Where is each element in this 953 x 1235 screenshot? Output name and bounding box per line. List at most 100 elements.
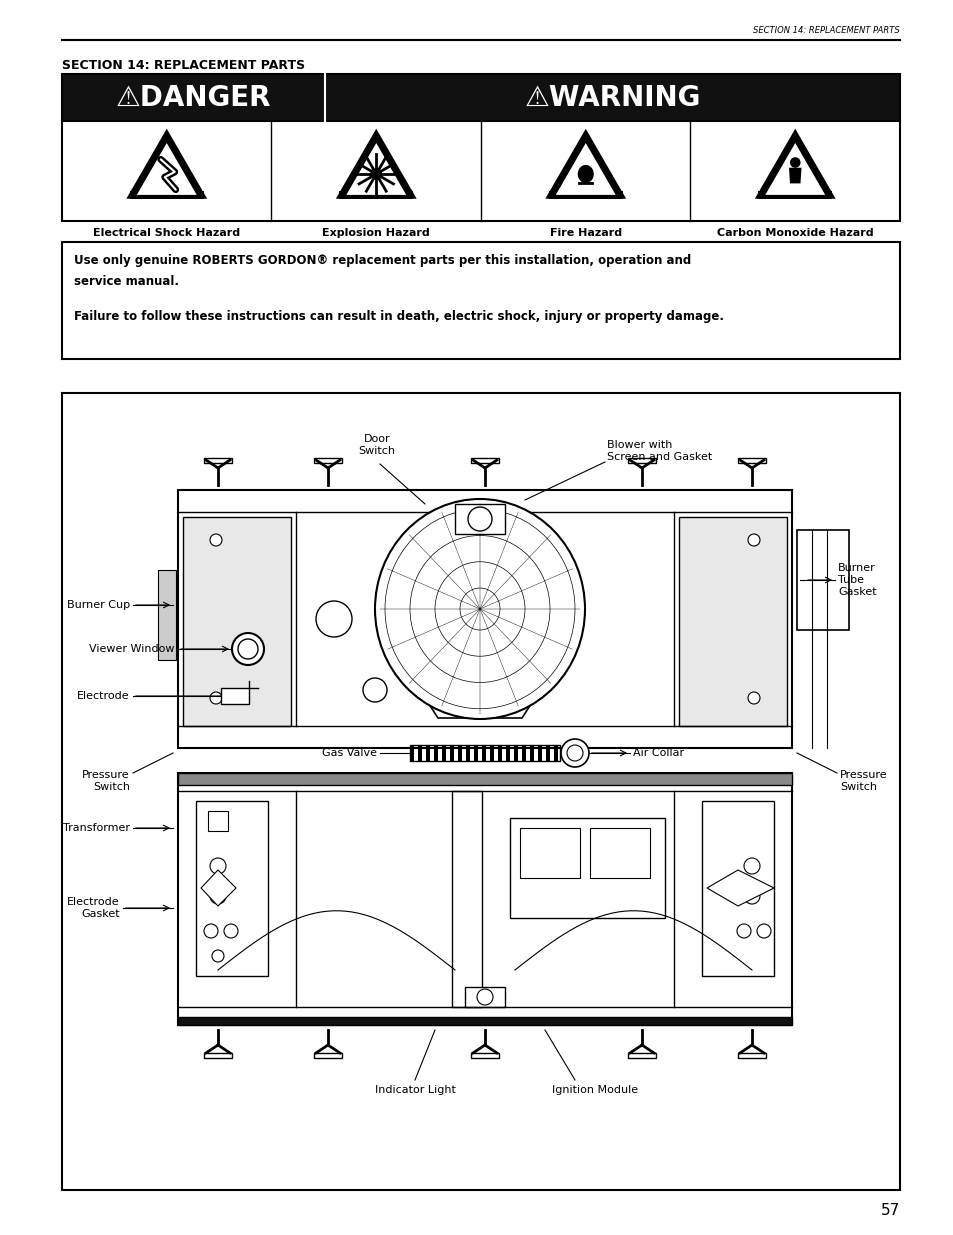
- Circle shape: [363, 678, 387, 701]
- Bar: [204, 458, 232, 463]
- Bar: [450, 745, 454, 761]
- Circle shape: [315, 601, 352, 637]
- Circle shape: [560, 739, 588, 767]
- Text: SECTION 14: REPLACEMENT PARTS: SECTION 14: REPLACEMENT PARTS: [62, 59, 305, 72]
- Polygon shape: [201, 869, 235, 906]
- Circle shape: [757, 924, 770, 939]
- Bar: [314, 458, 341, 463]
- Bar: [178, 490, 791, 748]
- Bar: [62, 242, 899, 359]
- Bar: [178, 773, 791, 1025]
- Text: Electrical Shock Hazard: Electrical Shock Hazard: [93, 228, 240, 238]
- Bar: [62, 74, 899, 121]
- Circle shape: [476, 989, 493, 1005]
- Text: Indicator Light: Indicator Light: [375, 1086, 455, 1095]
- Bar: [158, 571, 175, 659]
- Polygon shape: [547, 131, 623, 198]
- Bar: [62, 393, 899, 1191]
- Text: Burner Cup: Burner Cup: [67, 600, 130, 610]
- Circle shape: [204, 924, 218, 939]
- Bar: [530, 745, 534, 761]
- Bar: [208, 811, 228, 831]
- Text: service manual.: service manual.: [74, 275, 179, 288]
- Text: Pressure
Switch: Pressure Switch: [82, 771, 130, 792]
- Bar: [738, 1053, 765, 1058]
- Text: Burner
Tube
Gasket: Burner Tube Gasket: [837, 563, 876, 597]
- Circle shape: [237, 638, 257, 659]
- Circle shape: [232, 634, 264, 664]
- Bar: [554, 745, 558, 761]
- Polygon shape: [578, 165, 593, 183]
- Text: Air Collar: Air Collar: [633, 748, 683, 758]
- Bar: [514, 745, 517, 761]
- Bar: [426, 745, 430, 761]
- Bar: [62, 121, 899, 221]
- Text: Electrode
Gasket: Electrode Gasket: [68, 897, 120, 919]
- Bar: [738, 458, 765, 463]
- Text: SECTION 14: REPLACEMENT PARTS: SECTION 14: REPLACEMENT PARTS: [753, 26, 899, 35]
- Polygon shape: [763, 142, 825, 195]
- Bar: [465, 745, 470, 761]
- Text: Fire Hazard: Fire Hazard: [549, 228, 621, 238]
- Bar: [627, 1053, 656, 1058]
- Bar: [339, 191, 413, 199]
- Bar: [548, 191, 622, 199]
- Circle shape: [210, 858, 226, 874]
- Polygon shape: [706, 869, 773, 906]
- Circle shape: [566, 745, 582, 761]
- Bar: [521, 745, 525, 761]
- Bar: [481, 745, 485, 761]
- Bar: [471, 458, 498, 463]
- Circle shape: [212, 950, 224, 962]
- Text: Use only genuine ROBERTS GORDON® replacement parts per this installation, operat: Use only genuine ROBERTS GORDON® replace…: [74, 254, 691, 267]
- Bar: [410, 745, 414, 761]
- Bar: [441, 745, 446, 761]
- Bar: [314, 1053, 341, 1058]
- Circle shape: [210, 534, 222, 546]
- Polygon shape: [757, 131, 832, 198]
- Polygon shape: [129, 131, 205, 198]
- Bar: [434, 745, 437, 761]
- Circle shape: [224, 924, 237, 939]
- Bar: [545, 745, 550, 761]
- Bar: [410, 745, 559, 761]
- Bar: [457, 745, 461, 761]
- Text: Pressure
Switch: Pressure Switch: [840, 771, 886, 792]
- Bar: [474, 745, 477, 761]
- Bar: [417, 745, 421, 761]
- Polygon shape: [338, 131, 414, 198]
- Text: Explosion Hazard: Explosion Hazard: [322, 228, 430, 238]
- Text: 57: 57: [880, 1203, 899, 1218]
- Bar: [455, 504, 504, 534]
- Bar: [204, 1053, 232, 1058]
- Bar: [178, 734, 791, 748]
- Bar: [62, 74, 899, 121]
- Text: ⚠WARNING: ⚠WARNING: [524, 84, 700, 111]
- Polygon shape: [554, 142, 617, 195]
- Bar: [537, 745, 541, 761]
- Polygon shape: [135, 142, 197, 195]
- Polygon shape: [788, 168, 801, 184]
- Circle shape: [743, 858, 760, 874]
- Circle shape: [747, 534, 760, 546]
- Text: Transformer: Transformer: [63, 823, 130, 832]
- Bar: [679, 517, 786, 726]
- Text: Door
Switch: Door Switch: [358, 435, 395, 456]
- Bar: [701, 802, 773, 976]
- Circle shape: [371, 169, 381, 179]
- Bar: [183, 517, 291, 726]
- Circle shape: [743, 888, 760, 904]
- Bar: [627, 458, 656, 463]
- Bar: [471, 1053, 498, 1058]
- Bar: [221, 688, 249, 704]
- Bar: [589, 827, 649, 878]
- Polygon shape: [390, 643, 569, 718]
- Circle shape: [790, 158, 799, 167]
- Bar: [178, 1016, 791, 1025]
- Text: Ignition Module: Ignition Module: [552, 1086, 638, 1095]
- Circle shape: [210, 888, 226, 904]
- Bar: [195, 802, 268, 976]
- Circle shape: [210, 692, 222, 704]
- Text: Gas Valve: Gas Valve: [322, 748, 376, 758]
- Bar: [505, 745, 510, 761]
